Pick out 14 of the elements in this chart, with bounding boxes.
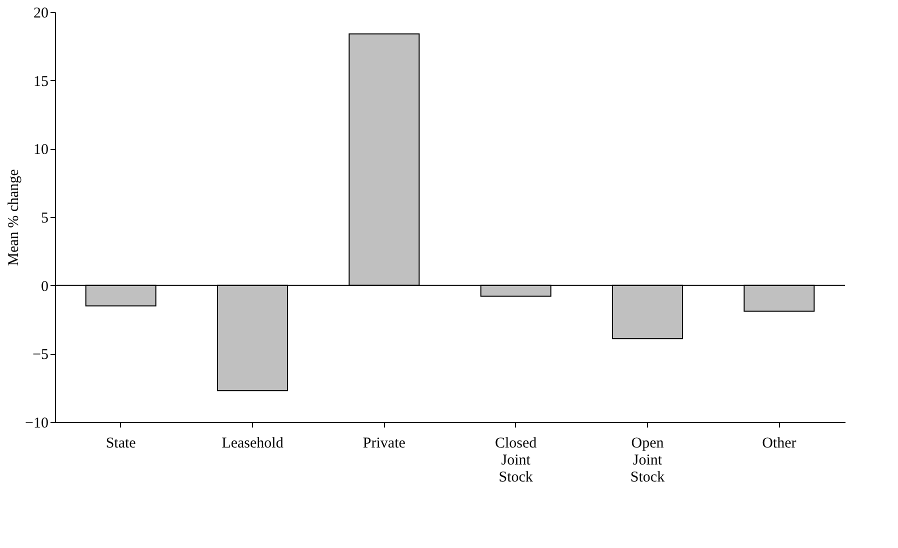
y-tick-label: 15 — [34, 74, 48, 90]
y-axis-title: Mean % change — [6, 168, 22, 266]
x-tick-label: State — [106, 436, 136, 452]
y-tick-label: −5 — [32, 347, 48, 364]
y-tick-label: 5 — [41, 210, 48, 226]
y-tick-label: 0 — [41, 278, 48, 295]
y-tick-label: −10 — [25, 416, 48, 432]
x-tick-label: Other — [762, 436, 796, 452]
x-tick-label: Open Joint Stock — [630, 436, 666, 486]
x-tick-label: Leasehold — [222, 436, 284, 452]
y-tick-label: 20 — [34, 6, 48, 22]
x-tick-label: Private — [362, 436, 406, 452]
y-tick-label: 10 — [34, 142, 48, 158]
x-tick-label: Closed Joint Stock — [494, 436, 538, 486]
